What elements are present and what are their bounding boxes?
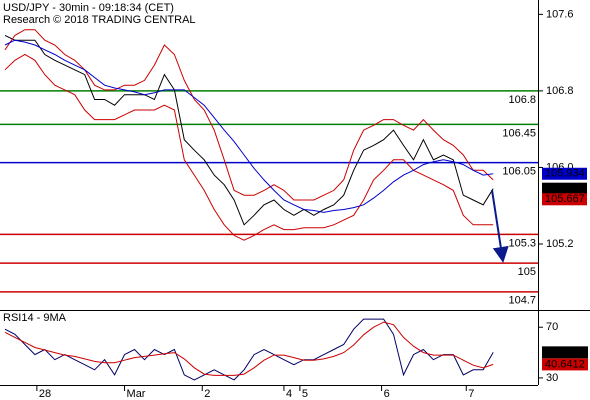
x-tick-label: 6 (384, 388, 390, 400)
series-line (4, 321, 494, 376)
y-tick-label: 30 (546, 372, 558, 384)
rsi-plot (4, 318, 494, 381)
y-tick-label: 105.2 (546, 238, 574, 250)
value-tag (542, 358, 588, 371)
series-line (4, 39, 494, 213)
x-tick-label: 28 (39, 388, 51, 400)
level-label: 106.45 (502, 127, 536, 139)
price-tag-label: 105.667 (545, 193, 585, 205)
level-label: 104.7 (508, 295, 536, 307)
level-label: 105.3 (508, 237, 536, 249)
overlay: 107.6106.8106.0105.2106.8106.45106.05105… (36, 8, 588, 400)
x-tick-label: Mar (127, 388, 146, 400)
series-line (4, 29, 494, 201)
x-tick-label: 2 (204, 388, 210, 400)
value-tag (542, 346, 588, 359)
level-label: 105 (518, 266, 536, 278)
value-tag-label: 40.6412 (545, 358, 585, 370)
series-line (4, 34, 494, 226)
x-tick-label: 5 (302, 388, 308, 400)
price-plot (0, 29, 538, 293)
forecast-arrow (491, 189, 509, 263)
x-tick-label: 4 (286, 388, 292, 400)
price-tag (542, 167, 587, 180)
y-tick-label: 70 (546, 321, 558, 333)
rsi-title: RSI14 - 9MA (3, 312, 67, 324)
y-tick-label: 106.8 (546, 85, 574, 97)
level-label: 106.05 (502, 166, 536, 178)
price-tag (542, 193, 587, 206)
x-tick-label: 7 (468, 388, 474, 400)
series-line (4, 53, 494, 241)
y-tick-label: 107.6 (546, 8, 574, 20)
chart-subtitle: Research © 2018 TRADING CENTRAL (3, 14, 196, 26)
level-label: 106.8 (508, 94, 536, 106)
price-tag (542, 182, 587, 195)
price-tag-label: 105.778 (545, 183, 585, 195)
series-line (4, 318, 494, 381)
value-tag-label: 50.161 (545, 346, 579, 358)
chart-title: USD/JPY - 30min - 09:18:34 (CET) (3, 2, 174, 14)
price-tag-label: 105.934 (545, 168, 585, 180)
